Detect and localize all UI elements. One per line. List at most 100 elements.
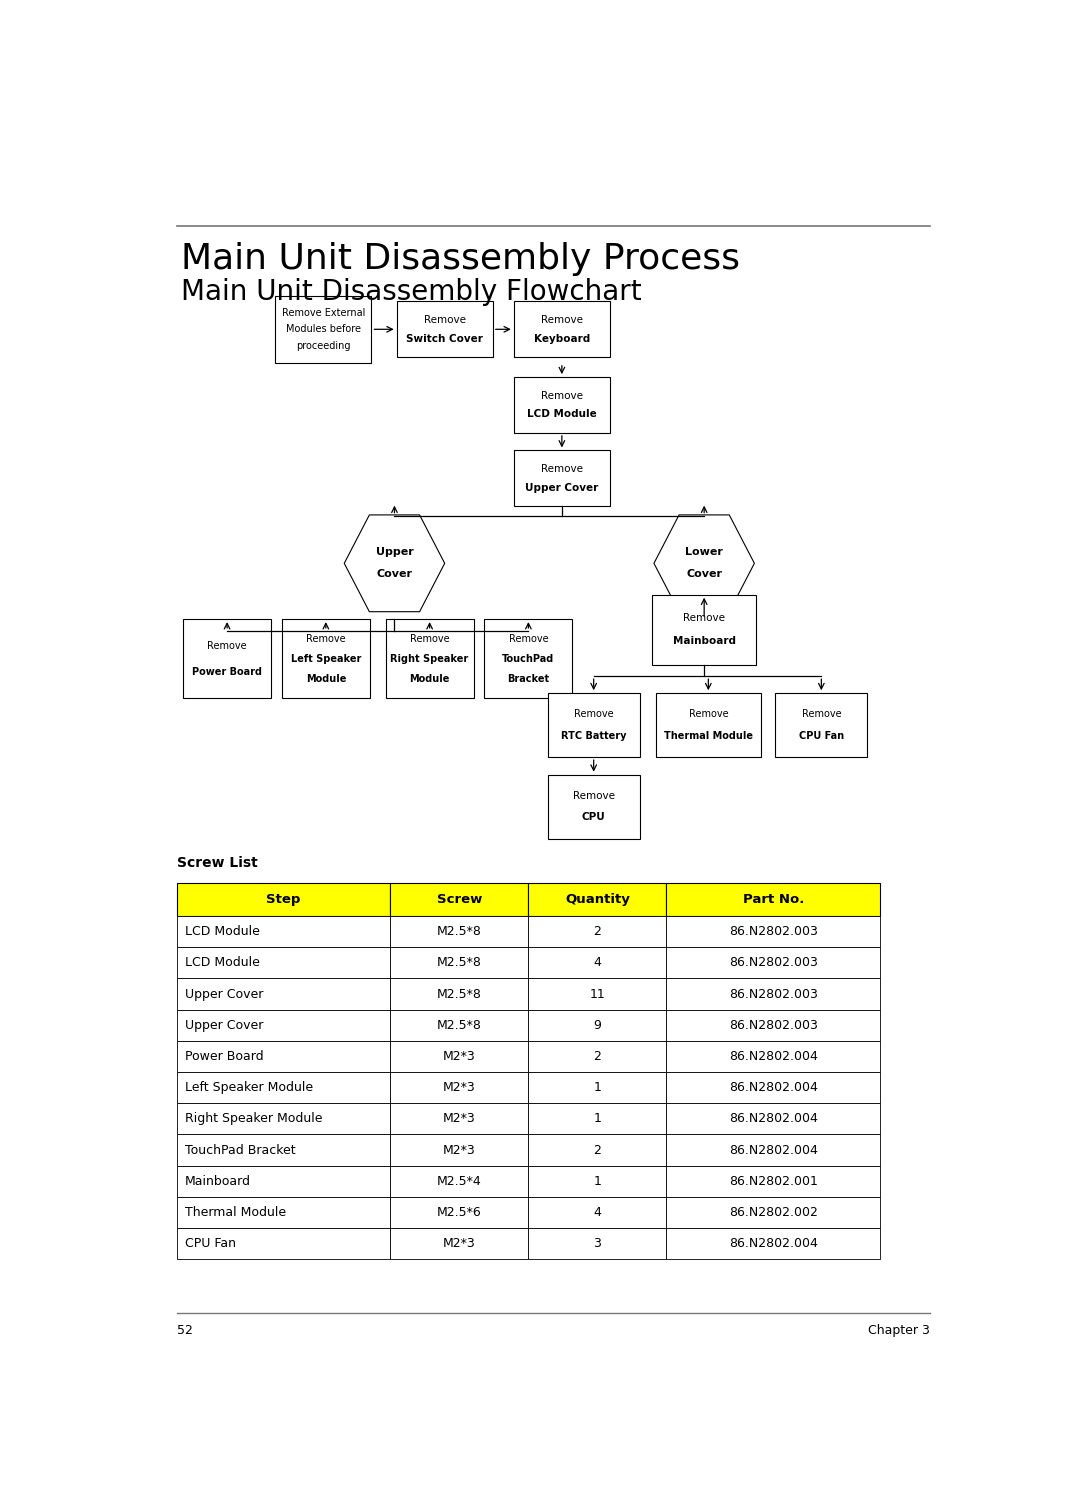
Text: Remove: Remove [684,612,725,623]
Text: Remove: Remove [801,709,841,720]
Bar [666,1040,880,1072]
Text: 86.N2802.003: 86.N2802.003 [729,1019,818,1031]
Text: 86.N2802.004: 86.N2802.004 [729,1237,818,1250]
Text: Modules before: Modules before [286,324,361,334]
Bar [775,692,867,758]
Text: Quantity: Quantity [565,894,630,906]
Text: Upper Cover: Upper Cover [186,987,264,1001]
Bar [485,620,572,699]
Text: 86.N2802.003: 86.N2802.003 [729,925,818,937]
Text: M2*3: M2*3 [443,1081,475,1095]
Text: 1: 1 [594,1175,602,1188]
Bar [386,620,473,699]
Bar [177,1198,390,1228]
Bar [177,978,390,1010]
Text: CPU Fan: CPU Fan [799,730,843,741]
Bar [528,1166,666,1198]
Bar [177,916,390,948]
Text: 86.N2802.004: 86.N2802.004 [729,1081,818,1095]
Text: Module: Module [409,673,449,683]
Text: Right Speaker: Right Speaker [391,653,469,664]
Bar [390,883,528,916]
Text: 11: 11 [590,987,605,1001]
Text: Remove: Remove [423,314,465,325]
Text: Remove: Remove [573,709,613,720]
Bar [528,883,666,916]
Text: 1: 1 [594,1081,602,1095]
Text: Remove: Remove [541,314,583,325]
Bar [514,376,610,432]
Text: Remove: Remove [541,390,583,401]
Text: Upper: Upper [376,547,414,556]
Bar [652,594,756,665]
Text: Remove: Remove [207,641,247,650]
Bar [528,1198,666,1228]
Text: LCD Module: LCD Module [186,957,260,969]
Text: Remove: Remove [306,634,346,644]
Text: M2*3: M2*3 [443,1237,475,1250]
Bar [390,1166,528,1198]
Bar [390,1228,528,1259]
Bar [177,1010,390,1040]
Text: Bracket: Bracket [508,673,550,683]
Bar [528,948,666,978]
Bar [666,1072,880,1104]
Text: M2*3: M2*3 [443,1049,475,1063]
Text: 86.N2802.004: 86.N2802.004 [729,1113,818,1125]
Text: Left Speaker Module: Left Speaker Module [186,1081,313,1095]
Bar [528,978,666,1010]
Text: Lower: Lower [685,547,724,556]
Bar [528,1228,666,1259]
Text: Chapter 3: Chapter 3 [868,1325,930,1337]
Bar [390,1010,528,1040]
Text: Upper Cover: Upper Cover [186,1019,264,1031]
Text: 4: 4 [594,1207,602,1219]
Text: M2.5*8: M2.5*8 [437,987,482,1001]
Text: Remove: Remove [509,634,549,644]
Bar [666,883,880,916]
Text: Module: Module [306,673,346,683]
Bar [666,1166,880,1198]
Text: 2: 2 [594,1143,602,1157]
Text: Screw List: Screw List [177,856,258,869]
Bar [390,948,528,978]
Text: Mainboard: Mainboard [673,637,735,646]
Text: M2.5*8: M2.5*8 [437,957,482,969]
Polygon shape [654,516,754,612]
Text: Remove: Remove [409,634,449,644]
Bar [184,620,271,699]
Text: Remove External: Remove External [282,307,365,318]
Bar [666,916,880,948]
Text: Main Unit Disassembly Process: Main Unit Disassembly Process [181,242,740,277]
Bar [177,883,390,916]
Text: Cover: Cover [686,570,723,579]
Text: 52: 52 [177,1325,192,1337]
Text: M2*3: M2*3 [443,1113,475,1125]
Polygon shape [345,516,445,612]
Bar [528,1104,666,1134]
Text: M2.5*6: M2.5*6 [437,1207,482,1219]
Text: Switch Cover: Switch Cover [406,334,483,343]
Bar [177,948,390,978]
Text: 4: 4 [594,957,602,969]
Text: Thermal Module: Thermal Module [664,730,753,741]
Text: Remove: Remove [541,464,583,473]
Text: Remove: Remove [572,791,615,801]
Text: M2*3: M2*3 [443,1143,475,1157]
Bar [275,296,372,363]
Bar [666,1228,880,1259]
Text: M2.5*8: M2.5*8 [437,925,482,937]
Text: M2.5*8: M2.5*8 [437,1019,482,1031]
Text: RTC Battery: RTC Battery [561,730,626,741]
Bar [656,692,760,758]
Text: proceeding: proceeding [296,342,351,351]
Text: CPU: CPU [582,812,606,823]
Text: TouchPad: TouchPad [502,653,554,664]
Bar [177,1134,390,1166]
Text: 1: 1 [594,1113,602,1125]
Bar [666,1198,880,1228]
Bar [666,948,880,978]
Text: M2.5*4: M2.5*4 [437,1175,482,1188]
Text: 86.N2802.004: 86.N2802.004 [729,1143,818,1157]
Bar [390,1104,528,1134]
